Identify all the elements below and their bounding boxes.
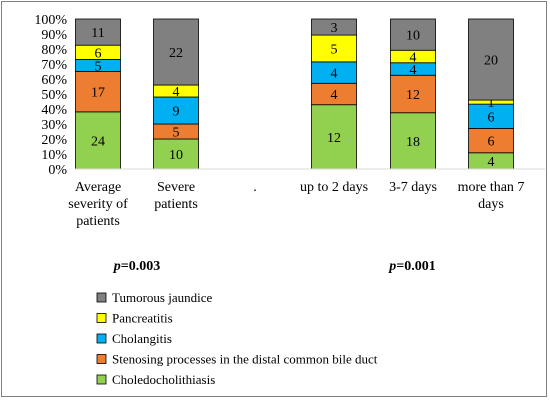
data-label: 9 (173, 105, 180, 120)
legend-swatch-pancreatitis (96, 313, 107, 323)
y-tick-label: 40% (41, 103, 67, 118)
y-tick-label: 60% (41, 73, 67, 88)
x-category-label: . (253, 180, 257, 195)
y-tick-label: 20% (41, 133, 67, 148)
bar-segment-tumorous-jaundice (75, 18, 121, 46)
bar-segment-cholangitis (468, 103, 514, 129)
data-label: 4 (488, 155, 495, 170)
bar-segment-tumorous-jaundice (311, 18, 357, 36)
data-label: 22 (169, 46, 183, 61)
y-tick-label: 30% (41, 118, 67, 133)
x-category-label: Average severity of patients (68, 180, 128, 229)
legend-swatch-choledocholithiasis (96, 374, 107, 385)
x-category-label: Severe patients (154, 180, 198, 212)
data-label: 17 (91, 86, 105, 101)
legend-swatch-tumorous-jaundice (96, 292, 107, 303)
data-label: 4 (331, 88, 338, 103)
bar-segment-tumorous-jaundice (153, 18, 199, 86)
data-label: 6 (488, 135, 495, 150)
data-label: 4 (173, 85, 180, 100)
y-tick-label: 90% (41, 28, 67, 43)
y-tick-label: 70% (41, 58, 67, 73)
legend-label-choledocholithiasis: Choledocholithiasis (112, 372, 215, 387)
y-tick-label: 80% (41, 43, 67, 58)
data-label: 10 (406, 29, 420, 44)
x-category-label: up to 2 days (300, 180, 368, 195)
legend-label-cholangitis: Cholangitis (112, 331, 172, 346)
data-label: 12 (406, 88, 420, 103)
y-tick-label: 10% (41, 148, 67, 163)
data-label: 1 (488, 96, 495, 111)
legend-swatch-stenosing-processes-in-the-distal-common-bile-duct (96, 354, 107, 364)
bar-segment-tumorous-jaundice (468, 18, 514, 101)
data-label: 11 (91, 26, 104, 41)
legend-label-pancreatitis: Pancreatitis (112, 311, 173, 326)
y-tick-label: 50% (41, 88, 67, 103)
y-tick-label: 100% (34, 13, 67, 28)
data-label: 3 (331, 21, 338, 36)
bar-segment-stenosing-processes-in-the-distal-common-bile-duct (468, 128, 514, 154)
bar-segment-choledocholithiasis (390, 112, 436, 170)
bar-segment-pancreatitis (311, 34, 357, 63)
data-label: 4 (410, 63, 417, 78)
x-category-label: 3-7 days (389, 180, 437, 195)
data-label: 4 (410, 51, 417, 66)
data-label: 12 (327, 131, 341, 146)
bar-segment-choledocholithiasis (75, 111, 121, 170)
bar-segment-cholangitis (153, 96, 199, 125)
p-value-annotation: p=0.003 (113, 259, 160, 274)
data-label: 5 (331, 42, 338, 57)
y-tick-label: 0% (48, 163, 67, 178)
legend-swatch-cholangitis (96, 333, 107, 344)
data-label: 20 (484, 54, 498, 69)
data-label: 6 (488, 110, 495, 125)
data-label: 10 (169, 148, 183, 163)
data-label: 24 (91, 134, 105, 149)
bar-segment-tumorous-jaundice (390, 18, 436, 51)
data-label: 5 (173, 126, 180, 141)
data-label: 6 (95, 46, 102, 61)
data-label: 5 (95, 59, 102, 74)
data-label: 18 (406, 135, 420, 150)
legend-label-tumorous-jaundice: Tumorous jaundice (112, 290, 212, 305)
x-category-label: more than 7 days (458, 180, 525, 212)
data-label: 4 (331, 67, 338, 82)
bar-segment-stenosing-processes-in-the-distal-common-bile-duct (390, 74, 436, 114)
legend-label-stenosing-processes-in-the-distal-common-bile-duct: Stenosing processes in the distal common… (112, 352, 378, 367)
p-value-annotation: p=0.001 (388, 259, 435, 274)
